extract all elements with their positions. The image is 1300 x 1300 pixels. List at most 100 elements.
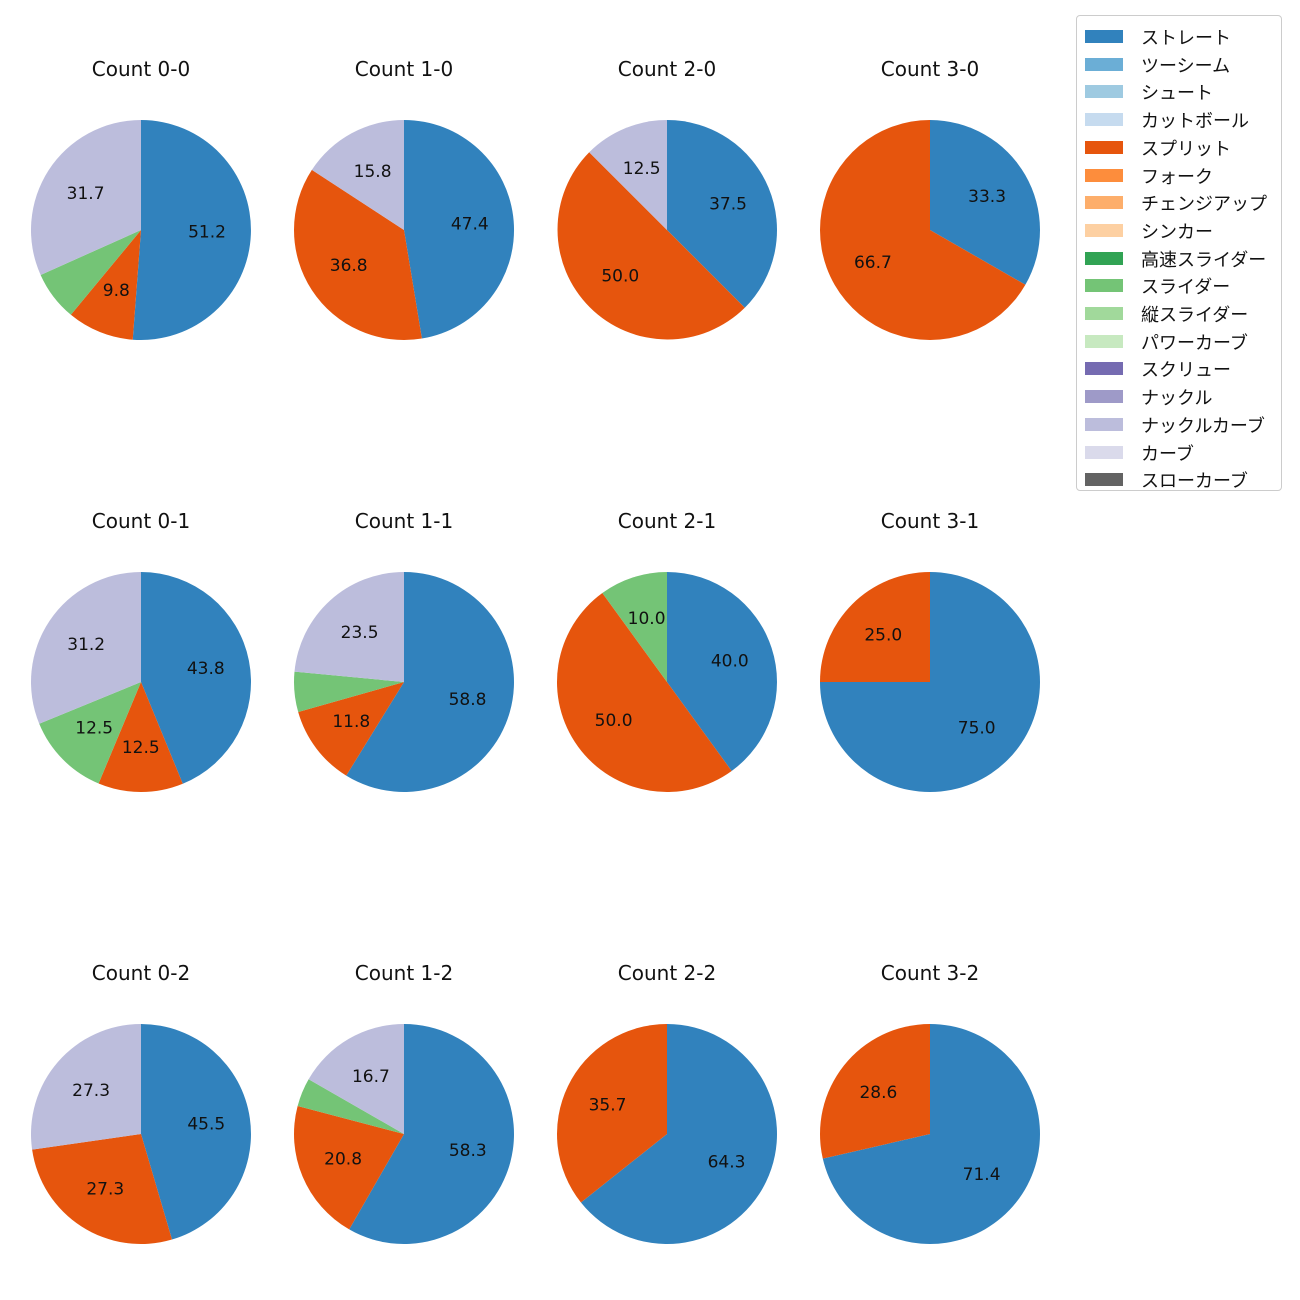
slice-value-label: 11.8 [332, 712, 370, 732]
pie-title: Count 3-0 [881, 57, 979, 81]
legend-swatch [1085, 417, 1123, 431]
legend-item: カーブ [1077, 439, 1281, 466]
legend-swatch [1085, 279, 1123, 293]
pie-slice [580, 1024, 778, 1244]
pie-slice [141, 572, 252, 784]
pie-slice [308, 1024, 404, 1134]
legend-label: スクリュー [1141, 360, 1231, 382]
slice-value-label: 40.0 [711, 652, 749, 672]
slice-value-label: 28.6 [859, 1083, 897, 1103]
slice-value-label: 58.3 [449, 1141, 487, 1161]
legend-label: カットボール [1141, 111, 1249, 133]
slice-value-label: 35.7 [589, 1095, 627, 1115]
pie-count-2-2: 64.3 35.7 Count 2-2 [557, 961, 778, 1244]
legend-swatch [1085, 30, 1123, 43]
legend-label: シンカー [1141, 221, 1213, 243]
pie-count-1-1: 58.8 11.8 23.5 Count 1-1 [294, 509, 514, 792]
legend-swatch [1085, 85, 1123, 99]
pie-slice [349, 1024, 514, 1244]
pie-slice [32, 1134, 172, 1244]
legend-swatch [1085, 223, 1123, 237]
pie-slice [98, 682, 183, 792]
pie-slice [294, 1105, 404, 1230]
pie-slice [141, 1024, 251, 1240]
slice-value-label: 51.2 [188, 223, 226, 243]
slice-value-label: 15.8 [354, 162, 392, 182]
legend-item: スプリット [1077, 134, 1281, 161]
pie-title: Count 1-1 [355, 509, 453, 533]
pie-slice [822, 1024, 1040, 1244]
pie-slice [556, 593, 732, 793]
pie-slice [930, 120, 1041, 285]
legend-item: スクリュー [1077, 355, 1281, 382]
pie-slice [298, 682, 404, 776]
legend-item: パワーカーブ [1077, 328, 1281, 355]
legend-label: スローカーブ [1141, 471, 1248, 493]
slice-value-label: 37.5 [709, 195, 747, 215]
legend-item: チェンジアップ [1077, 189, 1281, 216]
pie-title: Count 3-2 [881, 961, 979, 985]
pie-title: Count 2-2 [618, 961, 716, 985]
legend-item: ストレート [1077, 23, 1281, 50]
slice-value-label: 12.5 [623, 159, 661, 179]
legend-item: ナックル [1077, 383, 1281, 410]
legend-label: スライダー [1141, 277, 1231, 299]
pie-slice [297, 1079, 404, 1134]
slice-value-label: 33.3 [968, 187, 1006, 207]
legend-swatch [1085, 196, 1123, 210]
pie-slice [293, 169, 422, 341]
pie-slice [820, 572, 930, 682]
pie-title: Count 2-0 [618, 57, 716, 81]
slice-value-label: 50.0 [601, 267, 639, 287]
legend-swatch [1085, 362, 1123, 376]
slice-value-label: 47.4 [451, 215, 489, 235]
legend-label: 高速スライダー [1141, 249, 1267, 271]
slice-value-label: 16.7 [352, 1067, 390, 1087]
legend-swatch [1085, 113, 1123, 127]
slice-value-label: 66.7 [854, 253, 892, 273]
pie-slice [39, 682, 141, 784]
pie-slice [31, 1024, 142, 1150]
slice-value-label: 43.8 [187, 659, 225, 679]
pie-title: Count 0-0 [92, 57, 190, 81]
legend-label: ストレート [1141, 28, 1231, 49]
slice-value-label: 12.5 [75, 719, 113, 739]
pie-count-0-1: 43.8 12.5 12.5 31.2 Count 0-1 [30, 509, 252, 792]
pie-slice [30, 572, 141, 724]
legend-swatch [1085, 390, 1123, 404]
slice-value-label: 23.5 [341, 623, 379, 643]
pie-slice [311, 120, 404, 230]
pie-count-3-2: 71.4 28.6 Count 3-2 [819, 961, 1040, 1244]
pie-count-2-1: 40.0 50.0 10.0 Count 2-1 [556, 509, 778, 793]
pie-slice [346, 572, 514, 792]
legend-label: カーブ [1141, 443, 1194, 465]
pie-count-2-0: 37.5 50.0 12.5 Count 2-0 [557, 57, 777, 340]
pie-slice [557, 152, 745, 340]
pie-slice [40, 230, 141, 315]
pie-slice [404, 119, 515, 339]
pie-count-0-2: 45.5 27.3 27.3 Count 0-2 [31, 961, 251, 1244]
legend-item: ナックルカーブ [1077, 411, 1281, 438]
pie-title: Count 0-1 [92, 509, 190, 533]
slice-value-label: 75.0 [958, 719, 996, 739]
slice-value-label: 58.8 [449, 690, 487, 710]
pie-count-3-1: 75.0 25.0 Count 3-1 [820, 509, 1040, 792]
pie-slice [667, 572, 778, 771]
slice-value-label: 27.3 [86, 1180, 124, 1200]
legend-item: スライダー [1077, 272, 1281, 299]
pie-title: Count 2-1 [618, 509, 716, 533]
legend-swatch [1085, 140, 1123, 154]
legend-swatch [1085, 334, 1123, 348]
legend-swatch [1085, 168, 1123, 182]
legend-label: ツーシーム [1141, 55, 1231, 77]
pie-title: Count 1-0 [355, 57, 453, 81]
pie-slice [589, 120, 667, 230]
legend-label: ナックルカーブ [1141, 415, 1265, 437]
legend-item: シンカー [1077, 217, 1281, 244]
pie-slice [132, 120, 251, 340]
legend: ストレート ツーシーム シュート カットボール スプリット フォーク チェンジアップ シンカー… [1076, 15, 1282, 493]
pie-count-0-0: 51.2 9.8 31.7 Count 0-0 [30, 57, 251, 340]
legend-item: カットボール [1077, 106, 1281, 133]
legend-swatch [1085, 307, 1123, 320]
